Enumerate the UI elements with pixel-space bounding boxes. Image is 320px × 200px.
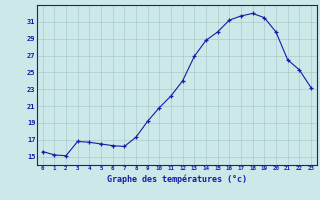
X-axis label: Graphe des températures (°c): Graphe des températures (°c) <box>107 174 247 184</box>
